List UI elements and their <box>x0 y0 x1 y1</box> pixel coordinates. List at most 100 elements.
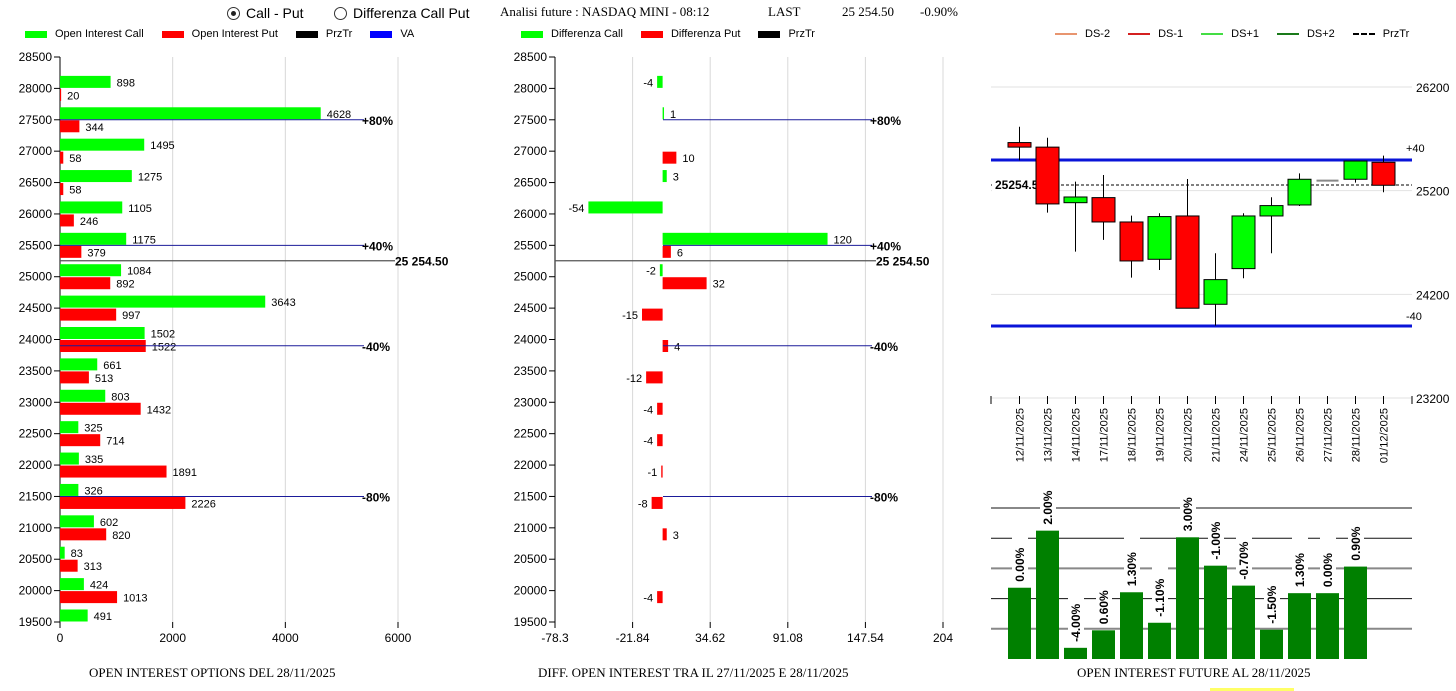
oi-future-bar <box>1120 592 1143 659</box>
change-value: -0.90% <box>920 4 958 19</box>
y-tick-label: 23500 <box>514 364 548 378</box>
bar-call <box>662 107 664 120</box>
candle-body <box>1287 178 1312 206</box>
bar-put <box>60 591 118 604</box>
oi-future-label: -1.00% <box>1209 521 1223 559</box>
oi-future-bar <box>1036 530 1059 659</box>
bar-call-label: 1084 <box>127 266 151 278</box>
candle-body <box>1063 196 1088 204</box>
przTr-label: 25 254.50 <box>395 255 449 269</box>
bar-call-label: 803 <box>111 391 129 403</box>
legend-label: PrzTr <box>1382 28 1410 40</box>
oi-future-bar <box>1316 593 1339 659</box>
bar-put-label: 513 <box>95 373 113 385</box>
legend-label: VA <box>400 28 415 40</box>
bar-call-label: 1502 <box>151 329 175 341</box>
bar-put <box>662 151 677 164</box>
candle-body <box>1343 160 1368 180</box>
y-tick-label: 28500 <box>19 50 53 64</box>
bar-call <box>662 170 667 183</box>
legend-item-diff-put: Differenza Put <box>640 28 740 40</box>
legend-swatch <box>295 30 318 38</box>
x-tick-label: 25/11/2025 <box>1267 408 1279 462</box>
level-label: -40% <box>870 340 898 354</box>
bar-put-label: 1522 <box>152 342 176 354</box>
bar-call-label: 1175 <box>132 234 156 246</box>
legend-item-przTr: PrzTr <box>1352 28 1410 40</box>
legend-oi-options: Open Interest Call Open Interest Put Prz… <box>25 28 432 40</box>
y-tick-label: 24000 <box>514 333 548 347</box>
bar-put <box>662 528 667 541</box>
bar-put <box>60 151 64 164</box>
label-bg <box>1264 573 1280 624</box>
bar-call <box>60 452 79 465</box>
radio-call-put[interactable]: Call - Put <box>227 5 304 21</box>
bar-put-label: -4 <box>643 436 653 448</box>
legend-label: Open Interest Put <box>191 28 278 40</box>
bar-put-label: 714 <box>106 436 124 448</box>
bar-call <box>60 358 98 371</box>
radio-differenza-call-put[interactable]: Differenza Call Put <box>334 5 469 21</box>
y-tick-label: 20500 <box>19 552 53 566</box>
y-tick-label: 24500 <box>19 301 53 315</box>
bar-put-label: 1432 <box>147 404 171 416</box>
bar-put-label: 4 <box>674 342 680 354</box>
y-tick-label: 24200 <box>1416 288 1450 302</box>
bar-put-label: 58 <box>69 185 81 197</box>
bar-put-label: -12 <box>626 373 642 385</box>
label-bg <box>1124 536 1140 587</box>
oi-future-bar <box>1344 566 1367 659</box>
last-label: LAST <box>768 4 801 19</box>
legend-candles: DS-2 DS-1 DS+1 DS+2 PrzTr <box>1055 28 1427 40</box>
level-label: -80% <box>870 490 898 504</box>
radio-label: Call - Put <box>246 5 304 21</box>
bar-put <box>60 308 117 321</box>
legend-diff-oi: Differenza Call Differenza Put PrzTr <box>521 28 833 40</box>
y-tick-label: 26500 <box>514 176 548 190</box>
bar-call <box>60 264 122 277</box>
x-tick-label: 12/11/2025 <box>1015 408 1027 462</box>
bar-call-label: 661 <box>103 360 121 372</box>
legend-swatch <box>640 30 663 38</box>
legend-label: Open Interest Call <box>55 28 144 40</box>
bar-call <box>60 421 79 434</box>
legend-label: DS+1 <box>1231 28 1259 40</box>
y-tick-label: 21000 <box>19 521 53 535</box>
x-tick-label: 2000 <box>159 631 186 645</box>
bar-put-label: 344 <box>85 122 103 134</box>
y-tick-label: 22500 <box>19 427 53 441</box>
legend-item-call: Open Interest Call <box>25 28 144 40</box>
bar-call-label: 3 <box>673 172 679 184</box>
x-tick-label: 20/11/2025 <box>1183 408 1195 462</box>
bar-put <box>661 465 663 478</box>
bar-call <box>60 138 145 151</box>
bar-put-label: 20 <box>67 90 79 102</box>
bar-call-label: 424 <box>90 580 108 592</box>
y-tick-label: 28000 <box>514 81 548 95</box>
y-tick-label: 20000 <box>514 584 548 598</box>
bar-put <box>60 402 141 415</box>
y-tick-label: 28500 <box>514 50 548 64</box>
bar-put-label: 379 <box>87 247 105 259</box>
y-tick-label: 21500 <box>19 489 53 503</box>
candle-body <box>1035 146 1060 205</box>
bar-call <box>60 389 106 402</box>
bar-put <box>657 434 663 447</box>
level-label: -80% <box>362 490 390 504</box>
legend-item-va: VA <box>370 28 414 40</box>
przTr-label-box <box>992 177 1042 194</box>
bar-call <box>60 107 321 120</box>
y-tick-label: 26500 <box>19 176 53 190</box>
bar-put-label: 1891 <box>173 467 197 479</box>
bar-put-label: 2226 <box>191 498 215 510</box>
y-tick-label: 23500 <box>19 364 53 378</box>
last-value: 25 254.50 <box>842 4 894 19</box>
label-bg <box>1040 474 1056 525</box>
legend-swatch <box>161 30 184 38</box>
x-tick-label: 28/11/2025 <box>1351 408 1363 462</box>
x-tick-label: 34.62 <box>695 631 725 645</box>
y-tick-label: 25500 <box>514 238 548 252</box>
oi-future-bar <box>1008 587 1031 659</box>
bar-put <box>646 371 663 384</box>
bar-put <box>662 245 671 258</box>
